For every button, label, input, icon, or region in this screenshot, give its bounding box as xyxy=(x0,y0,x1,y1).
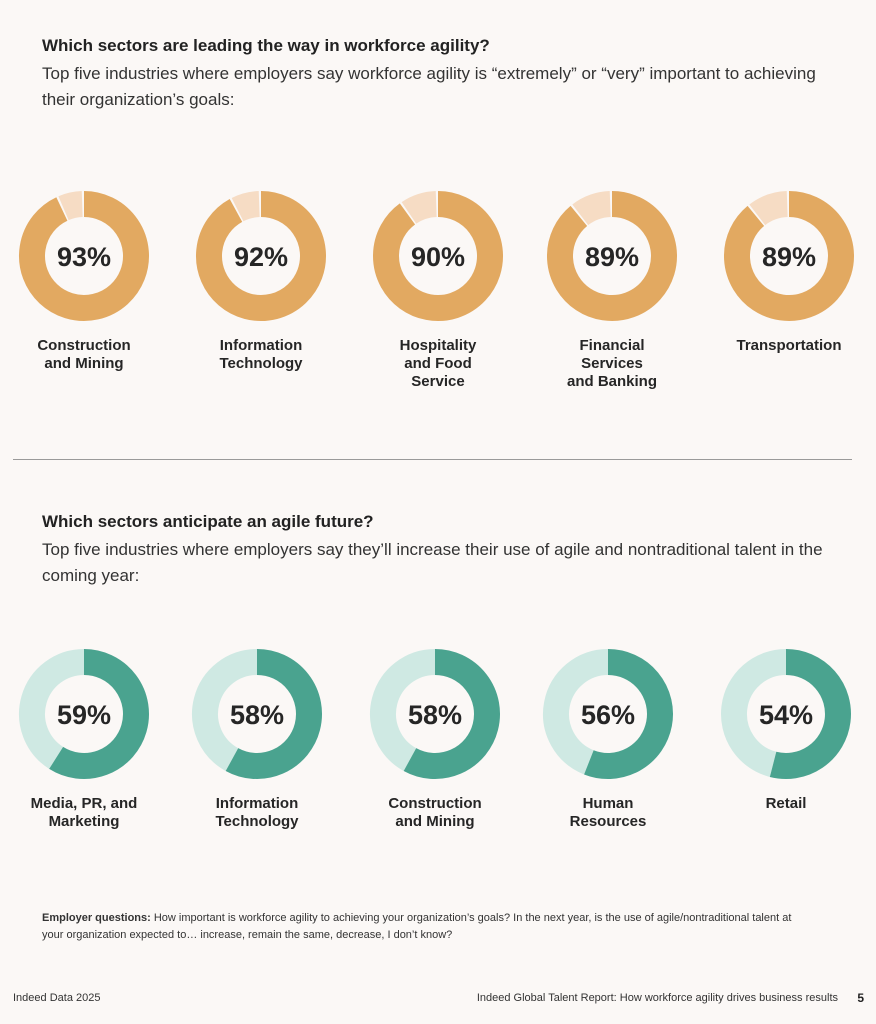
donut-value-label-1-2: 58% xyxy=(408,700,462,730)
donut-category-label-1-0: Media, PR, and Marketing xyxy=(30,795,138,830)
donut-category-label-0-3: Financial Services and Banking xyxy=(566,337,657,390)
donut-value-arc-0-2 xyxy=(373,191,503,321)
donut-value-arc-1-0 xyxy=(49,649,149,779)
donut-value-label-0-3: 89% xyxy=(585,242,639,272)
donut-category-label-1-2: Construction and Mining xyxy=(388,795,482,830)
donut-category-label-1-1: Information Technology xyxy=(215,795,299,830)
footnote-label: Employer questions: xyxy=(42,912,151,924)
donut-row-1: 93% 92% 90% 89% 89% xyxy=(19,191,854,321)
footer-report-title: Indeed Global Talent Report: How workfor… xyxy=(476,992,838,1004)
chart-agile-talent-increase: 59% 58% 58% 56% 54% Media, PR, and Marketing… xyxy=(0,644,876,874)
donut-category-label-1-4: Retail xyxy=(765,795,807,812)
chart-agility-importance: 93% 92% 90% 89% 89% Construction and Mining I… xyxy=(0,186,876,416)
footnote-text: How important is workforce agility to ac… xyxy=(42,912,792,941)
donut-value-arc-0-4 xyxy=(724,191,854,321)
donut-remainder-1-2 xyxy=(370,649,436,771)
page-number: 5 xyxy=(857,991,864,1005)
footer-source: Indeed Data 2025 xyxy=(13,992,101,1004)
donut-value-label-0-0: 93% xyxy=(57,242,111,272)
section2-subtitle: Top five industries where employers say … xyxy=(42,540,823,585)
section2-title: Which sectors anticipate an agile future… xyxy=(42,512,374,531)
donut-value-label-1-0: 59% xyxy=(57,700,111,730)
donut-category-label-1-3: Human Resources xyxy=(569,795,647,830)
section-divider xyxy=(13,459,852,460)
donut-value-label-0-4: 89% xyxy=(762,242,816,272)
donut-value-arc-1-4 xyxy=(769,649,851,779)
donut-value-label-0-1: 92% xyxy=(234,242,288,272)
donut-remainder-1-1 xyxy=(192,649,258,771)
donut-row-2: 59% 58% 58% 56% 54% xyxy=(19,649,851,779)
donut-value-label-1-1: 58% xyxy=(230,700,284,730)
donut-value-arc-1-3 xyxy=(584,649,673,779)
donut-remainder-0-2 xyxy=(401,191,438,225)
donut-remainder-1-3 xyxy=(543,649,609,775)
donut-value-arc-0-3 xyxy=(547,191,677,321)
section1-subtitle: Top five industries where employers say … xyxy=(42,64,816,109)
donut-remainder-0-3 xyxy=(572,191,612,226)
section1-title: Which sectors are leading the way in wor… xyxy=(42,36,490,55)
donut-value-arc-1-2 xyxy=(403,649,500,779)
donut-remainder-0-0 xyxy=(58,191,84,221)
donut-remainder-0-1 xyxy=(231,191,261,222)
donut-value-arc-0-0 xyxy=(19,191,149,321)
donut-value-arc-0-1 xyxy=(196,191,326,321)
donut-remainder-1-4 xyxy=(721,649,787,777)
donut-value-label-1-3: 56% xyxy=(581,700,635,730)
donut-value-arc-1-1 xyxy=(225,649,322,779)
donut-value-label-0-2: 90% xyxy=(411,242,465,272)
donut-value-label-1-4: 54% xyxy=(759,700,813,730)
footnote: Employer questions: How important is wor… xyxy=(42,910,802,944)
donut-remainder-1-0 xyxy=(19,649,85,769)
donut-category-label-0-0: Construction and Mining xyxy=(37,337,131,372)
donut-remainder-0-4 xyxy=(749,191,789,226)
donut-category-label-0-2: Hospitality and Food Service xyxy=(399,337,477,390)
donut-category-label-0-4: Transportation xyxy=(736,337,842,354)
donut-category-label-0-1: Information Technology xyxy=(219,337,303,372)
